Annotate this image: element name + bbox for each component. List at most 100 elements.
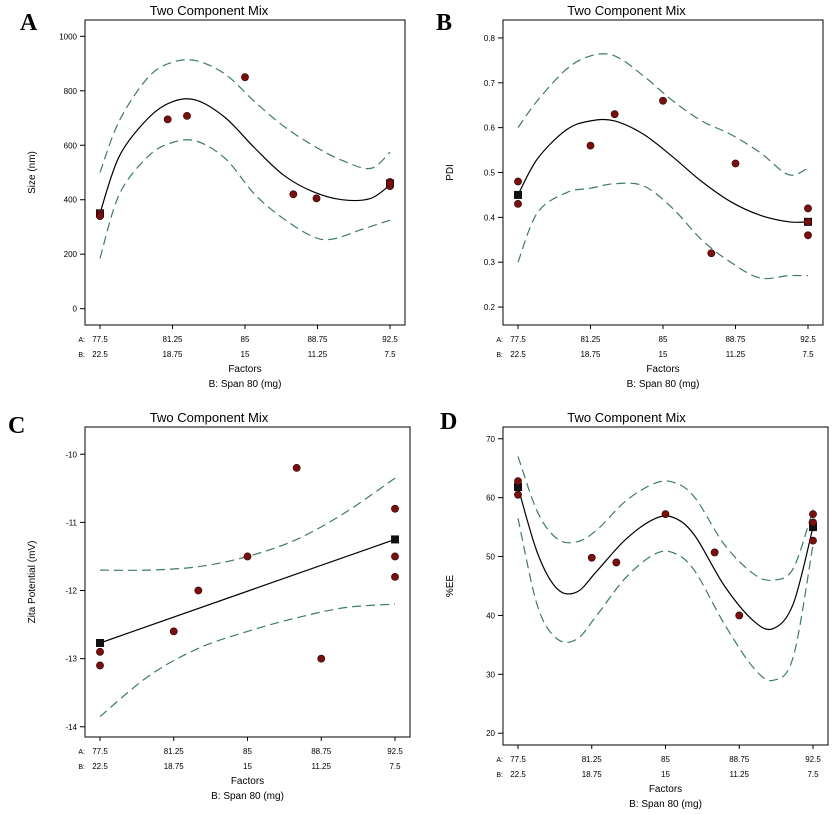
x-row-b-label: B: xyxy=(78,352,85,359)
panel-b: B Two Component Mix 0.2 0.3 0.4 0.5 0.6 0.7 0.8… xyxy=(418,0,835,400)
panel-letter-c: C xyxy=(8,413,26,439)
y-tick-label: 0.5 xyxy=(484,169,496,178)
x-axis-sublabel: B: Span 80 (mg) xyxy=(209,379,282,390)
y-tick-label: 50 xyxy=(486,553,495,562)
data-point xyxy=(163,115,172,124)
x-tick-label-a: 88.75 xyxy=(725,335,746,344)
x-tick-label-b: 15 xyxy=(659,350,668,359)
x-tick-label-a: 88.75 xyxy=(729,755,750,764)
plot-frame xyxy=(84,426,411,738)
data-point xyxy=(809,536,817,545)
x-tick-label-a: 88.75 xyxy=(311,747,332,756)
x-axis-label: Factors xyxy=(228,364,261,375)
x-axis-sublabel: B: Span 80 (mg) xyxy=(211,791,284,802)
data-point xyxy=(317,654,326,663)
x-tick-label-b: 18.75 xyxy=(164,762,185,771)
panel-a: A Two Component Mix 0 200 400 600 800 1000 Size… xyxy=(0,0,418,400)
x-tick-label-a: 77.5 xyxy=(92,335,108,344)
chart-title: Two Component Mix xyxy=(150,3,269,18)
y-tick-label: 0.7 xyxy=(484,79,496,88)
y-tick-label: -14 xyxy=(65,723,77,732)
x-tick-label-a: 92.5 xyxy=(800,335,816,344)
x-tick-label-b: 22.5 xyxy=(92,350,108,359)
y-tick-label: 1000 xyxy=(59,32,77,41)
design-point-marker xyxy=(514,190,522,199)
data-point xyxy=(804,204,812,213)
y-tick-label: 0.2 xyxy=(484,303,496,312)
data-point xyxy=(804,231,812,240)
y-tick-label: 70 xyxy=(486,435,495,444)
chart-title: Two Component Mix xyxy=(567,410,686,425)
x-axis-label: Factors xyxy=(649,784,682,795)
x-tick-label-b: 15 xyxy=(661,770,670,779)
x-tick-label-b: 22.5 xyxy=(510,350,526,359)
data-point xyxy=(661,510,670,519)
x-tick-label-a: 92.5 xyxy=(387,747,403,756)
y-tick-label: -10 xyxy=(65,450,77,459)
y-tick-label: 30 xyxy=(486,670,495,679)
data-point xyxy=(391,504,399,513)
x-tick-label-b: 11.25 xyxy=(730,770,750,779)
y-axis-label: Zita Potential (mV) xyxy=(27,541,38,624)
data-point xyxy=(194,586,203,595)
x-row-b-label: B: xyxy=(496,772,503,779)
y-tick-label: 20 xyxy=(486,729,495,738)
data-point xyxy=(289,190,298,199)
x-tick-label-b: 7.5 xyxy=(389,762,401,771)
data-point xyxy=(241,73,249,82)
x-tick-label-b: 11.25 xyxy=(308,350,328,359)
data-point xyxy=(243,552,252,561)
x-tick-label-b: 11.25 xyxy=(726,350,746,359)
data-point xyxy=(587,553,596,562)
x-tick-label-a: 81.25 xyxy=(162,335,183,344)
x-tick-label-b: 11.25 xyxy=(312,762,332,771)
data-point xyxy=(96,661,104,670)
y-tick-label: 0.3 xyxy=(484,258,496,267)
x-tick-label-b: 7.5 xyxy=(384,350,396,359)
ci-lower-band xyxy=(517,518,814,682)
data-point xyxy=(96,647,104,656)
data-point xyxy=(312,194,321,203)
x-axis-label: Factors xyxy=(231,776,264,787)
y-tick-label: 800 xyxy=(64,87,78,96)
ci-upper-band xyxy=(99,59,391,173)
plot-frame xyxy=(502,426,829,746)
x-tick-label-b: 22.5 xyxy=(92,762,108,771)
x-tick-label-a: 81.25 xyxy=(580,335,601,344)
x-row-b-label: B: xyxy=(78,764,85,771)
data-point xyxy=(659,96,667,105)
x-row-a-label: A: xyxy=(496,757,503,764)
data-point xyxy=(707,249,716,258)
x-tick-label-b: 18.75 xyxy=(580,350,601,359)
y-tick-label: -12 xyxy=(65,587,77,596)
chart-c: Two Component Mix -14 -13 -12 -11 -10 Zita Pot… xyxy=(27,410,411,802)
x-tick-label-b: 18.75 xyxy=(582,770,603,779)
data-point xyxy=(292,463,301,472)
panel-c: C Two Component Mix -14 -13 -12 -11 -10 Zita P… xyxy=(0,405,418,814)
x-tick-label-b: 7.5 xyxy=(807,770,819,779)
x-tick-label-b: 22.5 xyxy=(510,770,526,779)
y-tick-label: -13 xyxy=(65,655,77,664)
data-point xyxy=(514,477,522,486)
data-point xyxy=(735,611,744,620)
y-tick-label: 600 xyxy=(64,141,78,150)
x-tick-label-a: 81.25 xyxy=(582,755,603,764)
x-tick-label-a: 77.5 xyxy=(92,747,108,756)
fit-line xyxy=(517,486,814,631)
y-tick-label: -11 xyxy=(66,518,78,527)
data-point xyxy=(612,558,621,567)
data-point xyxy=(169,627,178,636)
x-tick-label-a: 85 xyxy=(241,335,250,344)
fit-line xyxy=(99,538,396,644)
x-tick-label-b: 7.5 xyxy=(802,350,814,359)
x-tick-label-a: 85 xyxy=(243,747,252,756)
data-point xyxy=(391,572,399,581)
x-tick-label-a: 81.25 xyxy=(164,747,185,756)
design-point-marker xyxy=(96,638,104,647)
x-tick-label-a: 85 xyxy=(661,755,670,764)
y-tick-label: 0.6 xyxy=(484,124,496,133)
x-tick-label-a: 77.5 xyxy=(510,335,526,344)
chart-title: Two Component Mix xyxy=(150,410,269,425)
panel-letter-a: A xyxy=(20,10,38,36)
x-tick-label-b: 15 xyxy=(243,762,252,771)
